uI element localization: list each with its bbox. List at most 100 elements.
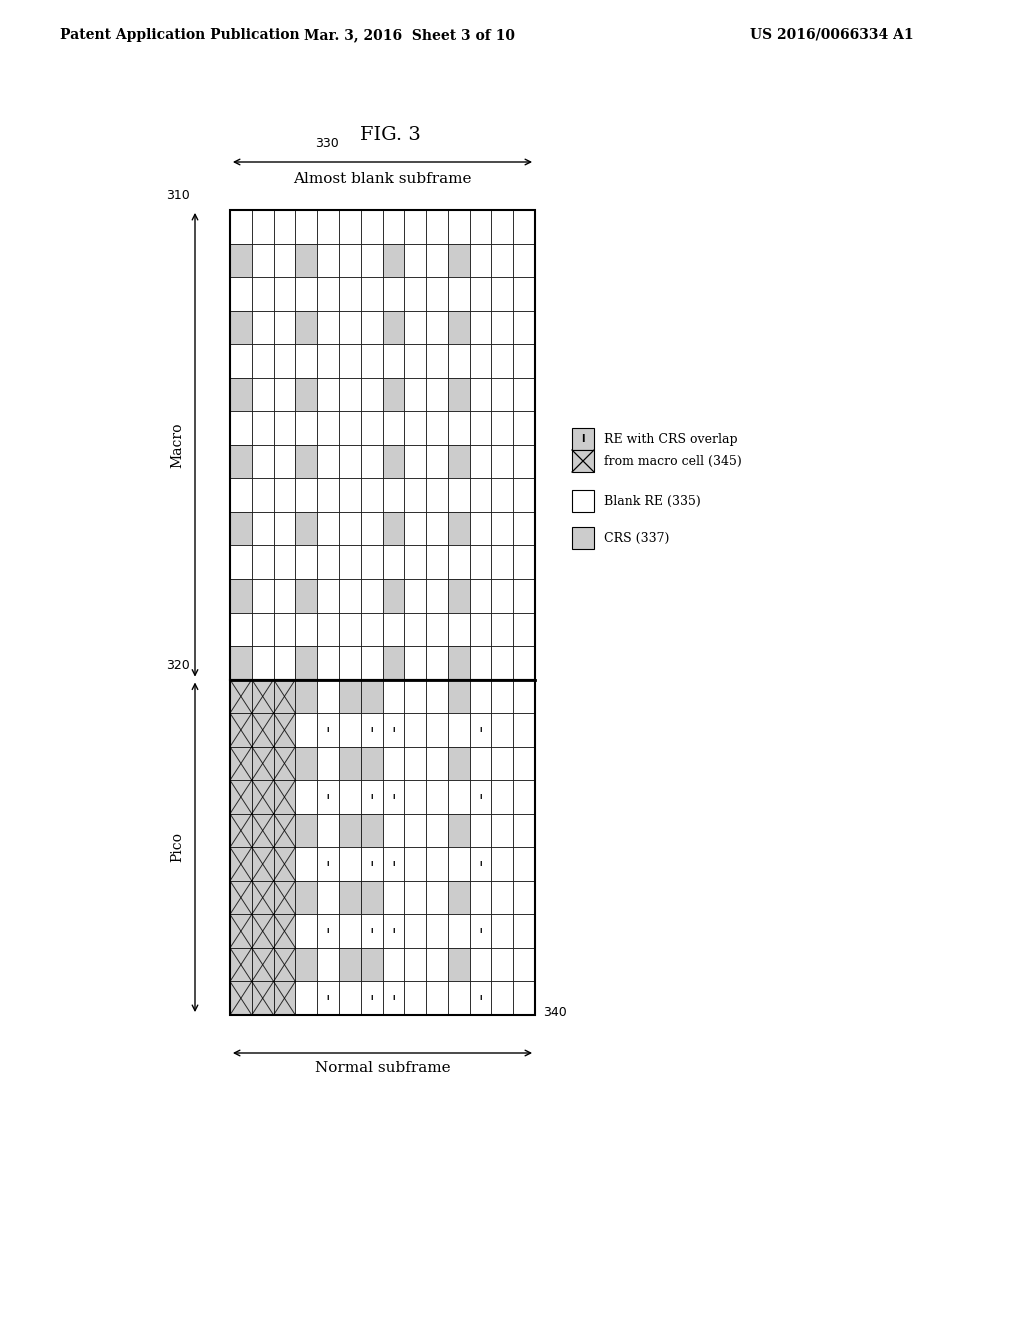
- Bar: [426, 915, 447, 948]
- Bar: [295, 713, 317, 747]
- Bar: [447, 645, 470, 680]
- Bar: [426, 545, 447, 579]
- Bar: [339, 747, 360, 780]
- Bar: [230, 948, 252, 982]
- Bar: [447, 847, 470, 880]
- Bar: [426, 847, 447, 880]
- Bar: [470, 680, 492, 713]
- Bar: [252, 680, 273, 713]
- Bar: [447, 310, 470, 345]
- Bar: [360, 277, 383, 310]
- Bar: [383, 982, 404, 1015]
- Bar: [360, 948, 383, 982]
- Bar: [273, 847, 295, 880]
- Bar: [252, 915, 273, 948]
- Bar: [295, 244, 317, 277]
- Bar: [339, 847, 360, 880]
- Bar: [230, 847, 252, 880]
- Bar: [383, 310, 404, 345]
- Bar: [317, 948, 339, 982]
- Bar: [295, 378, 317, 412]
- Bar: [252, 747, 273, 780]
- Text: I: I: [392, 928, 394, 935]
- Bar: [339, 880, 360, 915]
- Bar: [426, 445, 447, 478]
- Bar: [317, 478, 339, 512]
- Bar: [492, 545, 513, 579]
- Bar: [383, 645, 404, 680]
- Bar: [295, 210, 317, 244]
- Bar: [230, 713, 252, 747]
- Bar: [447, 378, 470, 412]
- Bar: [252, 545, 273, 579]
- Bar: [513, 915, 535, 948]
- Bar: [360, 982, 383, 1015]
- Bar: [317, 847, 339, 880]
- Bar: [426, 880, 447, 915]
- Bar: [470, 345, 492, 378]
- Bar: [339, 915, 360, 948]
- Bar: [360, 680, 383, 713]
- Bar: [360, 780, 383, 813]
- Bar: [447, 612, 470, 645]
- Bar: [404, 747, 426, 780]
- Bar: [252, 612, 273, 645]
- Bar: [317, 545, 339, 579]
- Bar: [426, 378, 447, 412]
- Bar: [426, 982, 447, 1015]
- Bar: [492, 713, 513, 747]
- Bar: [404, 412, 426, 445]
- Bar: [447, 579, 470, 612]
- Bar: [513, 478, 535, 512]
- Bar: [360, 880, 383, 915]
- Bar: [404, 512, 426, 545]
- Bar: [492, 445, 513, 478]
- Bar: [492, 813, 513, 847]
- Bar: [426, 713, 447, 747]
- Bar: [470, 847, 492, 880]
- Bar: [492, 478, 513, 512]
- Bar: [383, 612, 404, 645]
- Bar: [492, 915, 513, 948]
- Bar: [426, 310, 447, 345]
- Bar: [470, 948, 492, 982]
- Bar: [572, 527, 594, 549]
- Bar: [404, 645, 426, 680]
- Bar: [317, 579, 339, 612]
- Bar: [492, 982, 513, 1015]
- Bar: [383, 512, 404, 545]
- Bar: [360, 512, 383, 545]
- Bar: [230, 747, 252, 780]
- Bar: [404, 847, 426, 880]
- Bar: [447, 445, 470, 478]
- Bar: [513, 780, 535, 813]
- Bar: [447, 210, 470, 244]
- Bar: [339, 780, 360, 813]
- Bar: [404, 277, 426, 310]
- Bar: [426, 948, 447, 982]
- Text: I: I: [479, 995, 481, 1002]
- Bar: [492, 277, 513, 310]
- Bar: [383, 813, 404, 847]
- Bar: [426, 612, 447, 645]
- Bar: [513, 713, 535, 747]
- Bar: [317, 982, 339, 1015]
- Bar: [273, 645, 295, 680]
- Bar: [339, 545, 360, 579]
- Bar: [230, 780, 252, 813]
- Bar: [273, 579, 295, 612]
- Bar: [360, 478, 383, 512]
- Bar: [273, 813, 295, 847]
- Bar: [273, 747, 295, 780]
- Text: Patent Application Publication: Patent Application Publication: [60, 28, 300, 42]
- Bar: [447, 680, 470, 713]
- Bar: [426, 210, 447, 244]
- Bar: [339, 244, 360, 277]
- Bar: [339, 512, 360, 545]
- Text: 340: 340: [543, 1006, 566, 1019]
- Bar: [513, 579, 535, 612]
- Bar: [252, 645, 273, 680]
- Bar: [317, 880, 339, 915]
- Bar: [295, 680, 317, 713]
- Bar: [273, 378, 295, 412]
